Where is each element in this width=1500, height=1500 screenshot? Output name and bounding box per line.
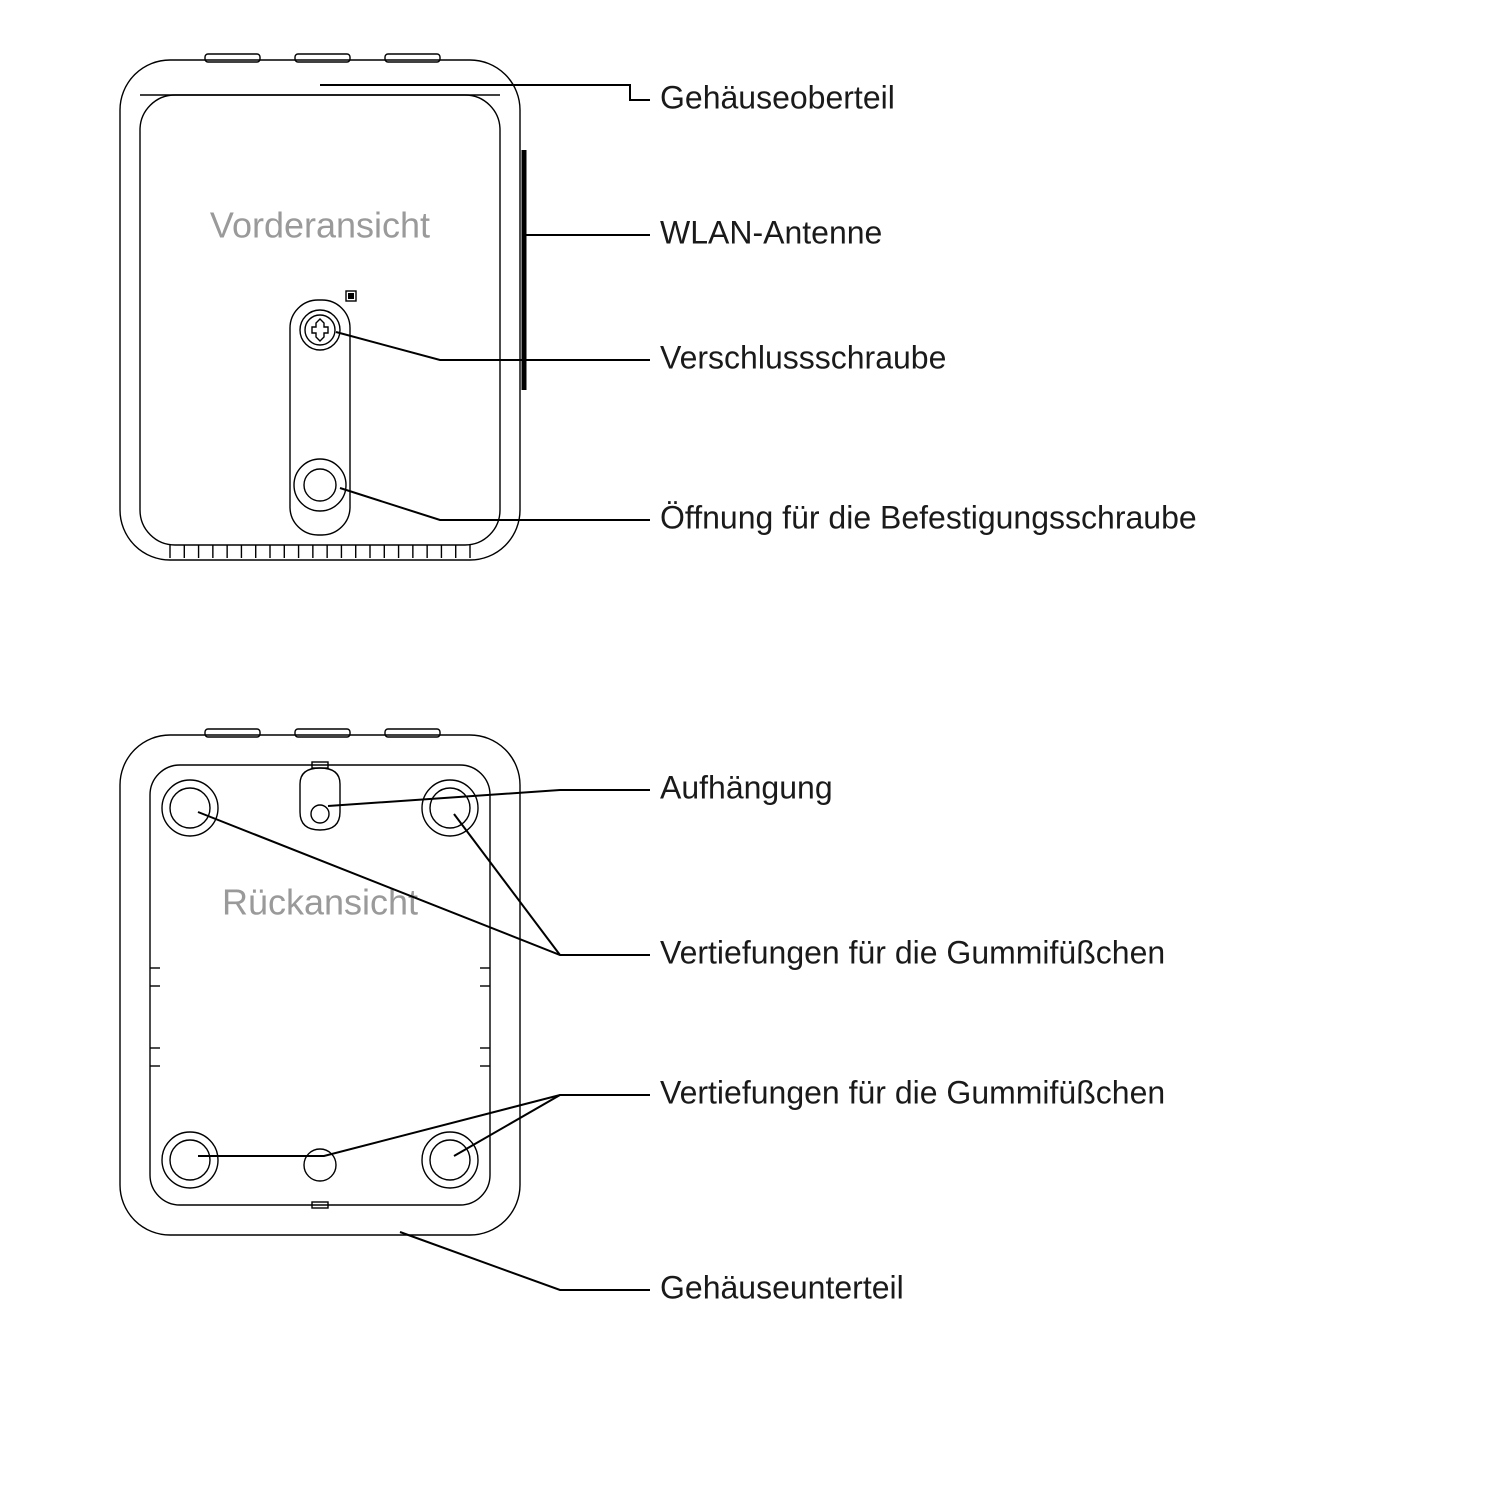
- label-oeffnung-befestigung: Öffnung für die Befestigungsschraube: [660, 499, 1197, 535]
- leader-aufhaengung: [328, 790, 650, 806]
- back-inner-panel: [150, 765, 490, 1205]
- foot-recess-top-right-icon: [422, 780, 478, 836]
- label-leader-lines: [198, 85, 650, 1290]
- front-bottom-grille: [170, 545, 470, 558]
- front-view: Vorderansicht: [120, 54, 524, 560]
- label-vertiefungen-oben: Vertiefungen für die Gummifüßchen: [660, 934, 1165, 970]
- technical-diagram: Vorderansicht: [0, 0, 1500, 1500]
- indicator-dot-fill-icon: [348, 293, 354, 299]
- label-gehaeuseunterteil: Gehäuseunterteil: [660, 1269, 904, 1305]
- locking-screw-icon: [300, 310, 340, 350]
- front-top-tabs: [205, 54, 440, 62]
- foot-recess-top-left-icon: [162, 780, 218, 836]
- front-inner-panel: [140, 95, 500, 545]
- label-wlan-antenne: WLAN-Antenne: [660, 214, 882, 250]
- back-view: Rückansicht: [120, 729, 520, 1235]
- leader-vertiefungen-unten-0: [198, 1095, 650, 1156]
- label-verschlussschraube: Verschlussschraube: [660, 339, 946, 375]
- leader-gehaeuseoberteil: [320, 85, 650, 100]
- label-gehaeuseoberteil: Gehäuseoberteil: [660, 79, 895, 115]
- label-vertiefungen-unten: Vertiefungen für die Gummifüßchen: [660, 1074, 1165, 1110]
- label-aufhaengung: Aufhängung: [660, 769, 833, 805]
- label-texts: Gehäuseoberteil WLAN-Antenne Verschlusssch…: [660, 79, 1197, 1305]
- hanger-slot-icon: [300, 768, 340, 830]
- foot-recess-bottom-right-icon: [422, 1132, 478, 1188]
- foot-recess-bottom-left-icon: [162, 1132, 218, 1188]
- mount-opening-icon: [294, 459, 346, 511]
- back-top-tabs: [205, 729, 440, 737]
- leader-gehaeuseunterteil: [400, 1232, 650, 1290]
- leader-oeffnung-befestigung: [340, 488, 650, 520]
- leader-vertiefungen-unten-1: [454, 1095, 560, 1156]
- front-view-caption: Vorderansicht: [210, 205, 430, 246]
- back-outer-shell: [120, 735, 520, 1235]
- back-rib-notches: [150, 762, 490, 1208]
- leader-verschlussschraube: [336, 332, 650, 360]
